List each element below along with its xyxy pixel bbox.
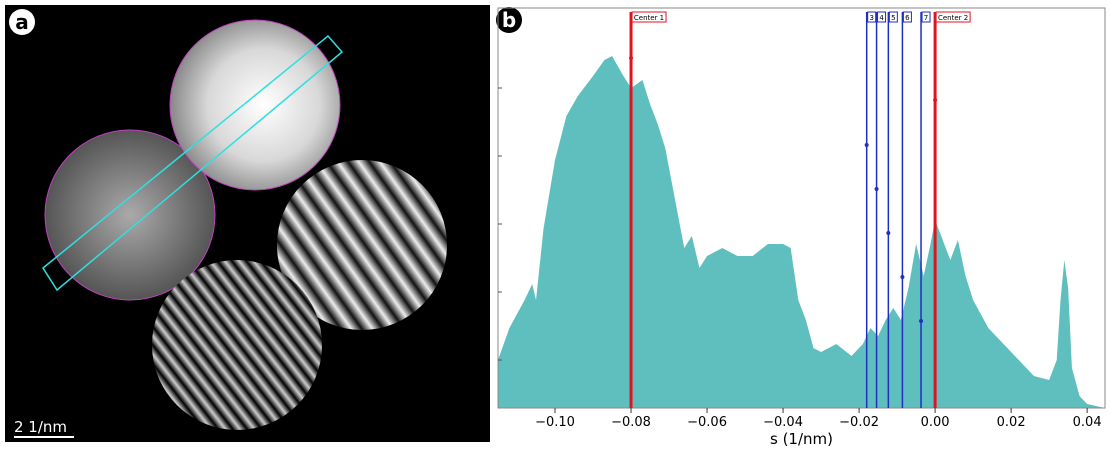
marker-label: Center 2 [938, 14, 968, 22]
x-tick-label: −0.04 [763, 415, 803, 430]
profile-box [42, 34, 344, 292]
marker-handle [919, 319, 924, 323]
marker-label: Center 1 [634, 14, 664, 22]
panel-b: b [496, 7, 522, 33]
plot-frame [497, 7, 1106, 409]
marker-box [921, 11, 931, 23]
x-tick-label: 0.00 [921, 415, 950, 430]
marker-handle [864, 143, 869, 147]
marker-box [888, 11, 898, 23]
x-tick-label: 0.04 [1073, 415, 1102, 430]
panel-a: a 2 1/nm [5, 5, 490, 442]
panel-badge [9, 9, 35, 35]
x-tick-label: −0.02 [839, 415, 879, 430]
marker-handle [874, 187, 879, 191]
marker-box [867, 11, 877, 23]
x-tick-label: −0.06 [687, 415, 727, 430]
x-tick-label: −0.10 [535, 415, 575, 430]
x-tick-label: 0.02 [997, 415, 1026, 430]
marker-box [631, 11, 667, 23]
fringe-disk [277, 160, 447, 330]
marker-handle [629, 56, 634, 60]
marker-box [877, 11, 887, 23]
x-tick-label: −0.08 [611, 415, 651, 430]
fringe-disk [152, 260, 322, 430]
marker-box [902, 11, 912, 23]
disk [44, 129, 216, 301]
marker-label: 6 [905, 14, 910, 22]
x-axis-title: s (1/nm) [770, 430, 833, 448]
marker-label: 3 [869, 14, 873, 22]
scale-bar-label: 2 1/nm [14, 418, 67, 436]
panel-label: a [15, 10, 29, 34]
marker-handle [886, 231, 891, 235]
marker-box [935, 11, 971, 23]
marker-handle [900, 275, 905, 279]
panel-badge [496, 7, 522, 33]
disk [169, 19, 341, 191]
marker-label: 5 [891, 14, 895, 22]
profile-area [498, 56, 1105, 408]
marker-label: 7 [924, 14, 928, 22]
marker-label: 4 [879, 14, 884, 22]
marker-handle [933, 98, 938, 102]
panel-label: b [502, 8, 516, 32]
